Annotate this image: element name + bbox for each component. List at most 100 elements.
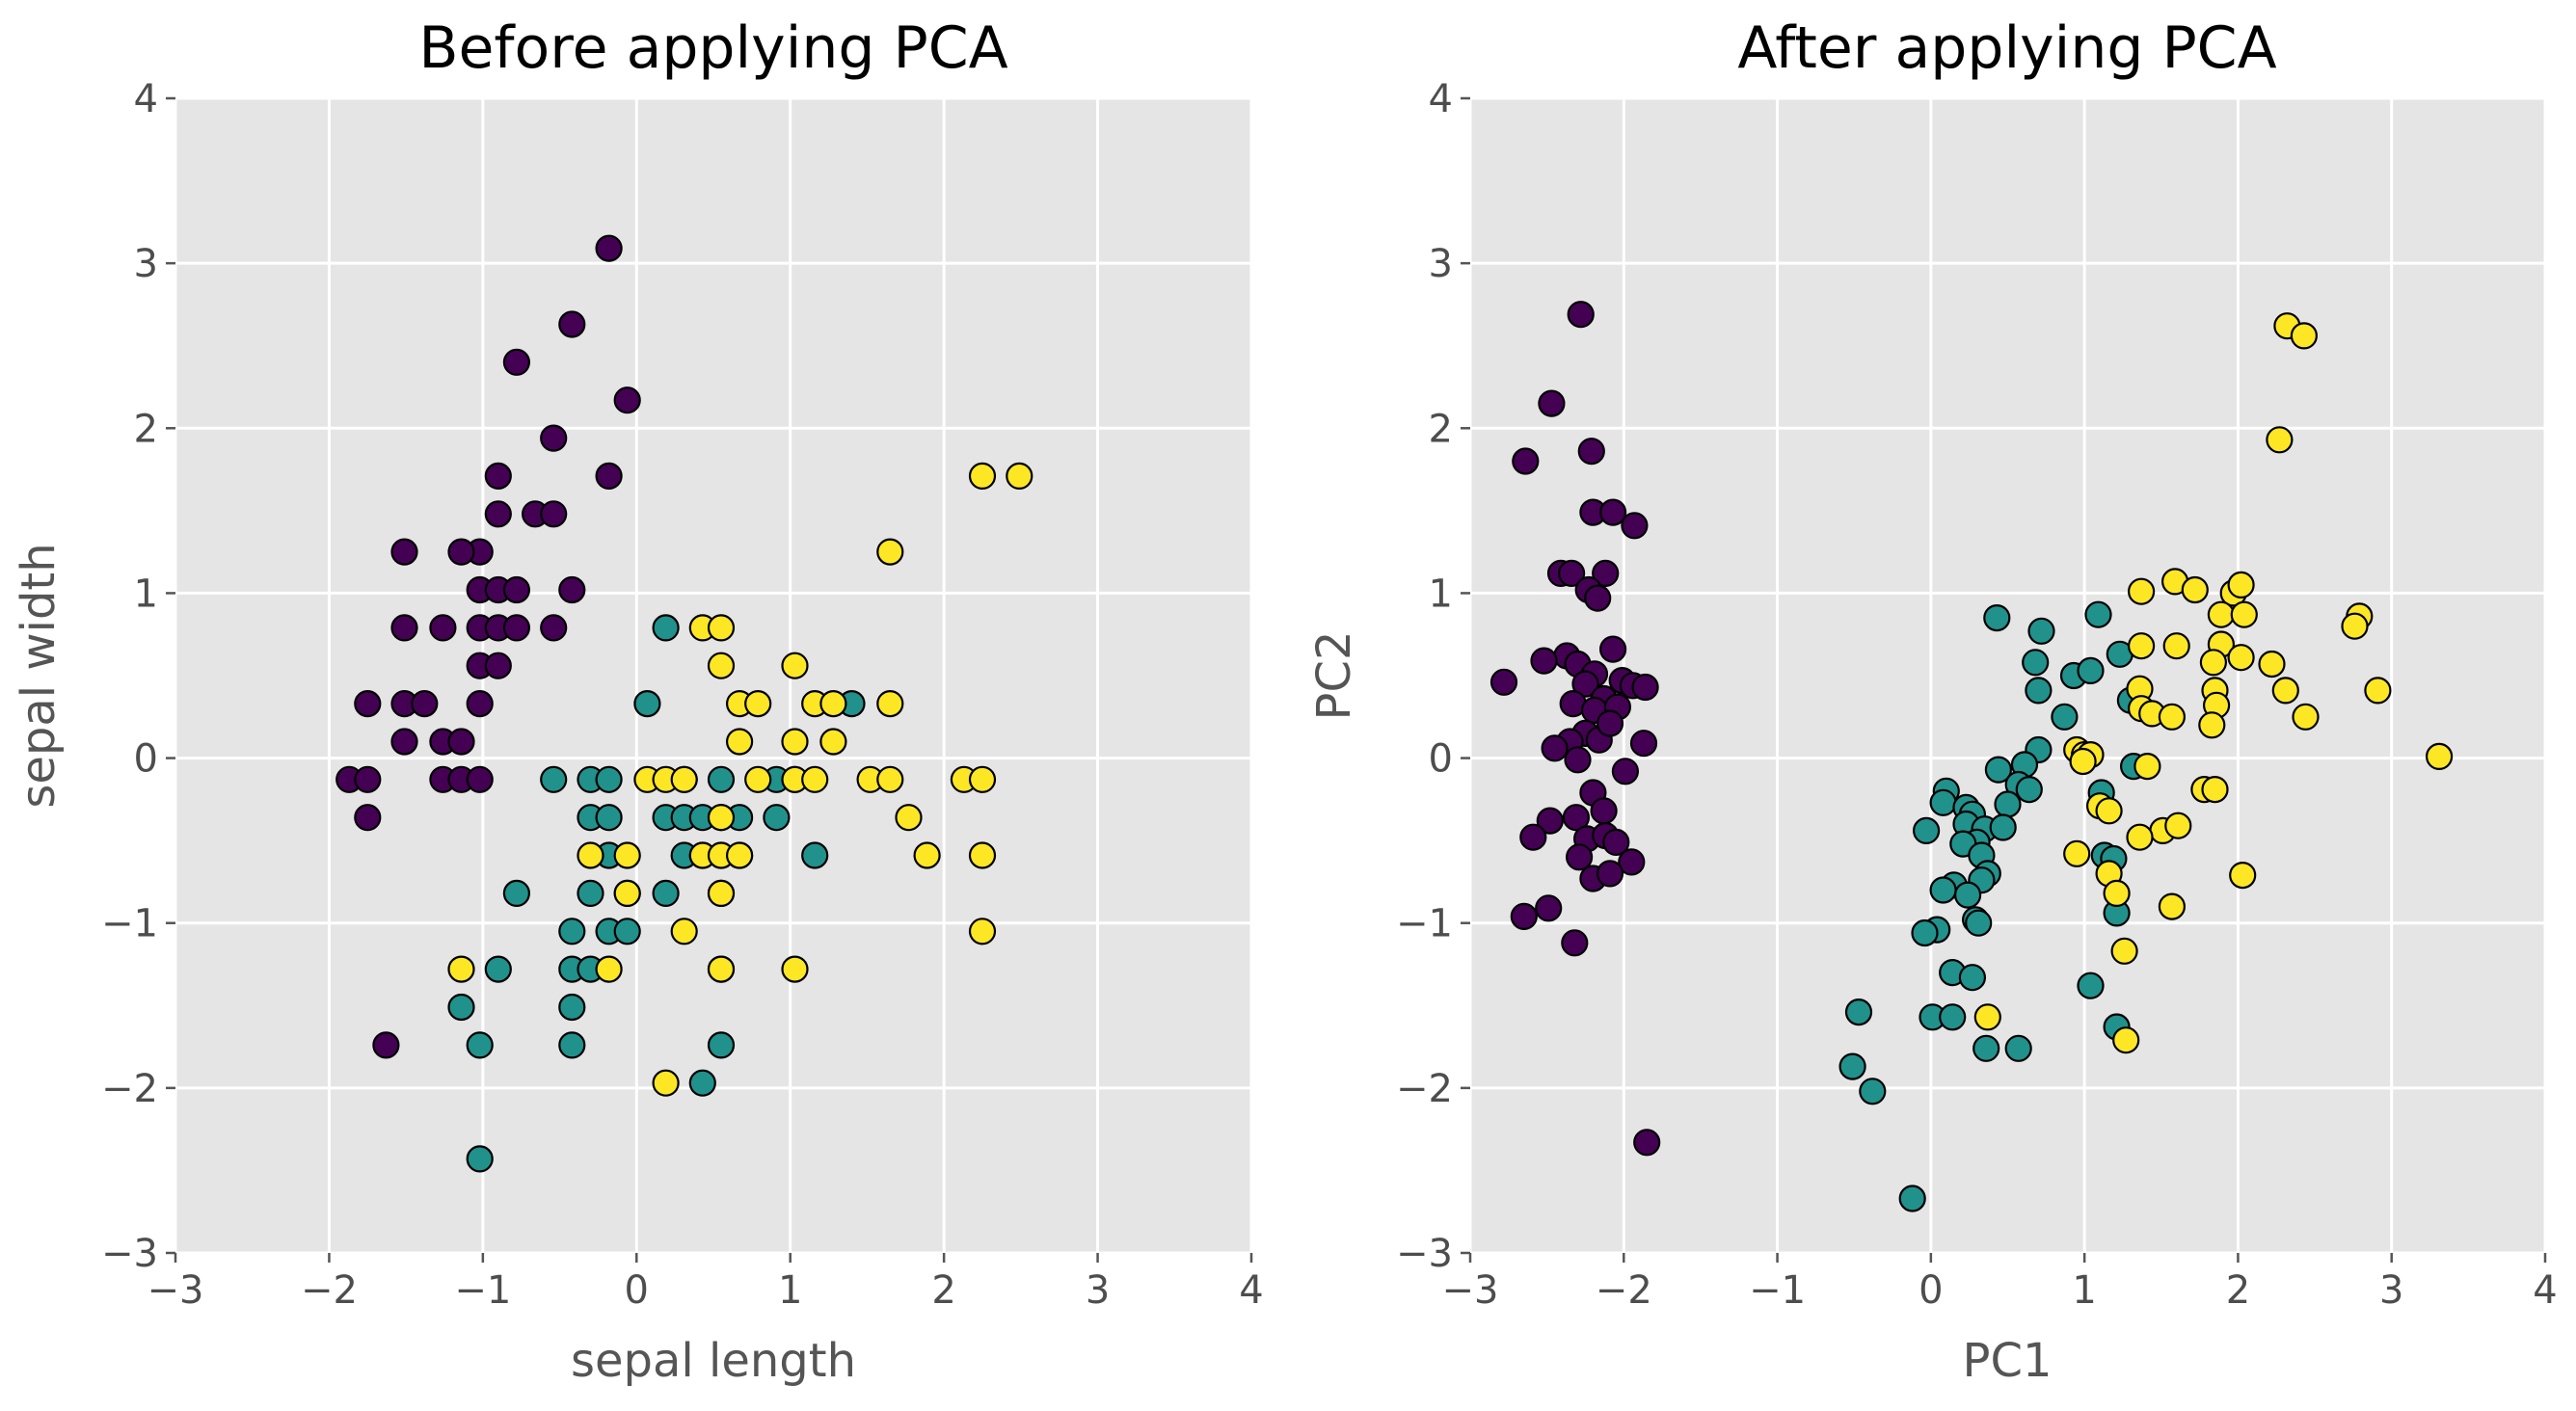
- data-point-virginica: [2133, 752, 2161, 781]
- data-point-setosa: [1633, 1129, 1661, 1157]
- data-point-setosa: [1489, 668, 1518, 696]
- data-point-versicolor: [1838, 1052, 1866, 1080]
- y-tick-label: 3: [134, 242, 158, 286]
- data-point-versicolor: [577, 879, 604, 908]
- data-point-virginica: [968, 765, 997, 793]
- data-point-setosa: [484, 500, 512, 528]
- data-point-virginica: [707, 955, 736, 983]
- data-point-versicolor: [763, 804, 791, 832]
- data-point-setosa: [1561, 929, 1589, 957]
- y-tick-label: −2: [101, 1067, 158, 1111]
- x-tick-label: 3: [2379, 1268, 2403, 1313]
- data-point-virginica: [2095, 797, 2123, 825]
- data-point-virginica: [2110, 937, 2138, 965]
- data-point-versicolor: [2051, 703, 2079, 731]
- data-point-virginica: [707, 614, 736, 642]
- x-tick-label: −1: [1749, 1268, 1806, 1313]
- data-point-versicolor: [558, 918, 586, 945]
- data-points: [1489, 301, 2454, 1212]
- y-axis-label: PC2: [1307, 631, 1361, 721]
- data-point-setosa: [411, 689, 439, 718]
- data-point-versicolor: [1972, 1034, 2000, 1062]
- data-point-setosa: [613, 386, 641, 414]
- x-tick-label: 0: [625, 1268, 649, 1313]
- data-point-versicolor: [1953, 881, 1982, 909]
- data-point-setosa: [447, 728, 475, 756]
- data-point-versicolor: [707, 765, 736, 793]
- data-point-setosa: [595, 462, 623, 490]
- data-point-virginica: [2069, 747, 2097, 776]
- data-point-setosa: [1596, 860, 1624, 888]
- data-point-versicolor: [2015, 775, 2043, 804]
- data-point-versicolor: [652, 879, 680, 908]
- data-point-setosa: [540, 614, 568, 642]
- data-point-virginica: [2103, 879, 2131, 908]
- data-point-virginica: [577, 841, 604, 869]
- data-point-setosa: [540, 424, 568, 452]
- x-tick-label: 1: [778, 1268, 802, 1313]
- data-point-virginica: [707, 652, 736, 679]
- x-axis-label: PC1: [1963, 1334, 2053, 1388]
- data-point-virginica: [595, 955, 623, 983]
- data-point-virginica: [2266, 426, 2294, 454]
- ticks: −3 −2 −1 0 1 2 3 4 −3 −2 −1 0 1 2 3 4: [101, 77, 1264, 1313]
- data-point-versicolor: [707, 1031, 736, 1059]
- data-point-versicolor: [558, 993, 586, 1022]
- data-point-versicolor: [652, 614, 680, 642]
- data-point-virginica: [447, 955, 475, 983]
- data-point-setosa: [1512, 447, 1540, 475]
- data-point-versicolor: [484, 955, 512, 983]
- data-point-setosa: [354, 804, 382, 832]
- data-point-setosa: [1538, 389, 1566, 417]
- data-point-virginica: [2364, 677, 2392, 705]
- x-tick-label: 2: [2226, 1268, 2250, 1313]
- data-point-versicolor: [1859, 1078, 1887, 1105]
- data-point-virginica: [652, 1069, 680, 1097]
- data-point-virginica: [2292, 703, 2320, 731]
- data-point-setosa: [1590, 797, 1618, 825]
- data-point-virginica: [876, 765, 904, 793]
- x-tick-label: 4: [2533, 1268, 2557, 1313]
- chart-title: Before applying PCA: [418, 14, 1007, 82]
- chart-title: After applying PCA: [1737, 14, 2276, 82]
- data-point-setosa: [1584, 584, 1612, 612]
- data-point-virginica: [876, 538, 904, 566]
- data-point-virginica: [968, 918, 997, 945]
- data-point-virginica: [968, 462, 997, 490]
- data-point-setosa: [1621, 512, 1649, 540]
- x-tick-label: −1: [454, 1268, 511, 1313]
- data-point-versicolor: [1929, 788, 1957, 816]
- data-point-versicolor: [2022, 649, 2050, 677]
- data-point-virginica: [725, 841, 754, 869]
- data-point-setosa: [558, 575, 586, 604]
- data-point-virginica: [2158, 892, 2186, 920]
- data-point-setosa: [390, 614, 418, 642]
- data-point-virginica: [2112, 1026, 2140, 1054]
- data-point-versicolor: [613, 918, 641, 945]
- data-point-setosa: [1571, 670, 1599, 698]
- data-point-setosa: [390, 538, 418, 566]
- data-point-virginica: [2128, 632, 2156, 660]
- data-point-virginica: [781, 955, 809, 983]
- data-point-virginica: [707, 879, 736, 908]
- data-point-versicolor: [2084, 600, 2112, 628]
- data-point-virginica: [2227, 571, 2255, 599]
- data-point-virginica: [2128, 577, 2156, 605]
- data-point-versicolor: [595, 765, 623, 793]
- data-point-virginica: [1006, 462, 1033, 490]
- data-point-setosa: [1567, 301, 1595, 329]
- data-point-setosa: [1618, 848, 1646, 876]
- y-tick-label: 3: [1429, 242, 1453, 286]
- x-tick-label: 3: [1086, 1268, 1110, 1313]
- data-point-setosa: [1596, 709, 1624, 737]
- data-point-virginica: [2229, 861, 2257, 890]
- x-tick-label: 0: [1919, 1268, 1943, 1313]
- data-point-virginica: [781, 728, 809, 756]
- data-point-setosa: [1536, 807, 1564, 835]
- data-point-setosa: [390, 728, 418, 756]
- data-point-versicolor: [595, 804, 623, 832]
- data-point-setosa: [1602, 828, 1630, 857]
- data-point-virginica: [670, 765, 698, 793]
- data-point-setosa: [1557, 559, 1586, 588]
- data-point-virginica: [2227, 644, 2255, 672]
